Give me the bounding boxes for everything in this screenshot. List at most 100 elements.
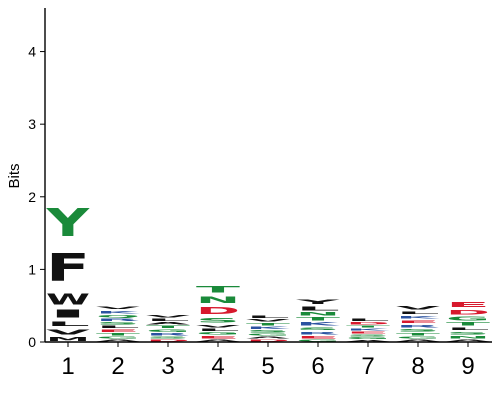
logo-letter-L: L xyxy=(346,318,390,322)
logo-letter-R: R xyxy=(396,324,440,328)
logo-letter-K: K xyxy=(246,326,290,330)
logo-letter-G: G xyxy=(346,337,390,340)
x-tick-label: 9 xyxy=(461,353,474,380)
logo-letter-S: S xyxy=(96,322,140,326)
logo-letter-A: A xyxy=(146,322,190,326)
x-tick-label: 2 xyxy=(111,353,124,380)
x-axis-ticks: 1 2 3 4 5 6 7 8 9 xyxy=(61,342,475,380)
logo-letter-Y: Y xyxy=(295,298,340,305)
y-tick-label: 2 xyxy=(28,189,36,205)
logo-letter-stacks: MVLIWFYAGTELSRQKVDSRGTALVAEGLVSDNTDAGSKT… xyxy=(45,201,490,343)
logo-letter-G: G xyxy=(146,329,190,333)
logo-letter-M: M xyxy=(46,336,90,342)
logo-letter-G: G xyxy=(196,332,240,336)
logo-letter-A: A xyxy=(196,339,240,342)
logo-letter-L: L xyxy=(246,315,290,319)
x-tick-label: 3 xyxy=(161,353,174,380)
logo-letter-S: S xyxy=(296,327,340,331)
logo-letter-T: T xyxy=(96,333,140,337)
logo-letter-L: L xyxy=(446,327,490,331)
logo-letter-G: G xyxy=(246,333,290,336)
x-tick-label: 4 xyxy=(211,353,224,380)
logo-letter-D: D xyxy=(146,339,190,342)
logo-letter-E: E xyxy=(346,331,390,334)
logo-letter-L: L xyxy=(396,311,440,315)
logo-letter-S: S xyxy=(196,317,240,324)
logo-letter-D: D xyxy=(346,322,390,326)
logo-letter-L: L xyxy=(196,328,240,332)
logo-letter-G: G xyxy=(96,336,140,339)
logo-letter-L: L xyxy=(296,306,340,312)
logo-letter-E: E xyxy=(296,335,340,339)
logo-letter-R: R xyxy=(146,333,190,337)
logo-letter-V: V xyxy=(46,327,91,336)
logo-letter-Q: Q xyxy=(96,314,140,318)
logo-letter-V: V xyxy=(196,324,240,328)
logo-letter-A: A xyxy=(346,340,390,342)
x-tick-label: 1 xyxy=(61,353,74,380)
y-tick-label: 4 xyxy=(28,44,36,60)
logo-letter-L: L xyxy=(46,320,90,327)
logo-letter-N: N xyxy=(196,295,240,305)
logo-letter-V: V xyxy=(246,319,290,323)
logo-letter-R: R xyxy=(96,318,140,322)
logo-letter-K: K xyxy=(296,322,341,327)
logo-letter-D: D xyxy=(196,305,240,316)
logo-letter-S: S xyxy=(346,334,390,337)
logo-letter-E: E xyxy=(96,329,140,333)
logo-letter-T: T xyxy=(146,325,190,329)
y-axis-title: Bits xyxy=(6,163,23,188)
logo-letter-V: V xyxy=(96,306,140,310)
y-tick-label: 3 xyxy=(28,116,36,132)
logo-letter-Y: Y xyxy=(45,201,90,246)
logo-letter-K: K xyxy=(346,328,390,331)
logo-letter-K: K xyxy=(96,310,140,314)
logo-letter-R: R xyxy=(296,331,340,335)
logo-letter-S: S xyxy=(146,336,190,339)
logo-letter-S: S xyxy=(446,331,490,335)
logo-letter-T: T xyxy=(296,317,340,322)
logo-letter-K: K xyxy=(396,315,440,319)
logo-letter-T: T xyxy=(346,325,390,328)
logo-letter-S: S xyxy=(246,330,290,334)
logo-letter-E: E xyxy=(396,320,440,324)
logo-letter-N: N xyxy=(296,311,340,316)
logo-letter-T: T xyxy=(196,285,241,295)
logo-letter-E: E xyxy=(196,335,240,339)
y-tick-label: 0 xyxy=(28,334,36,350)
logo-letter-L: L xyxy=(96,325,140,329)
logo-letter-T: T xyxy=(246,322,290,326)
logo-letter-E: E xyxy=(446,301,490,309)
logo-letter-A: A xyxy=(446,339,490,342)
logo-letter-V: V xyxy=(396,306,440,311)
logo-letter-G: G xyxy=(446,316,490,322)
logo-letter-L: L xyxy=(146,318,190,322)
logo-letter-T: T xyxy=(396,333,440,337)
y-axis-ticks: 0 1 2 3 4 xyxy=(28,44,45,350)
logo-letter-A: A xyxy=(246,336,290,339)
x-tick-label: 8 xyxy=(411,353,424,380)
logo-letter-T: T xyxy=(446,322,490,327)
x-tick-label: 6 xyxy=(311,353,324,380)
logo-letter-D: D xyxy=(246,339,290,342)
logo-letter-N: N xyxy=(446,335,490,339)
logo-letter-A: A xyxy=(96,339,140,342)
logo-letter-A: A xyxy=(396,339,440,342)
x-tick-label: 7 xyxy=(361,353,374,380)
logo-letter-I: I xyxy=(46,308,90,320)
logo-letter-G: G xyxy=(296,339,340,342)
logo-letter-S: S xyxy=(396,328,440,332)
logo-letter-W: W xyxy=(46,291,90,308)
logo-letter-G: G xyxy=(396,336,440,339)
logo-letter-F: F xyxy=(46,246,90,291)
